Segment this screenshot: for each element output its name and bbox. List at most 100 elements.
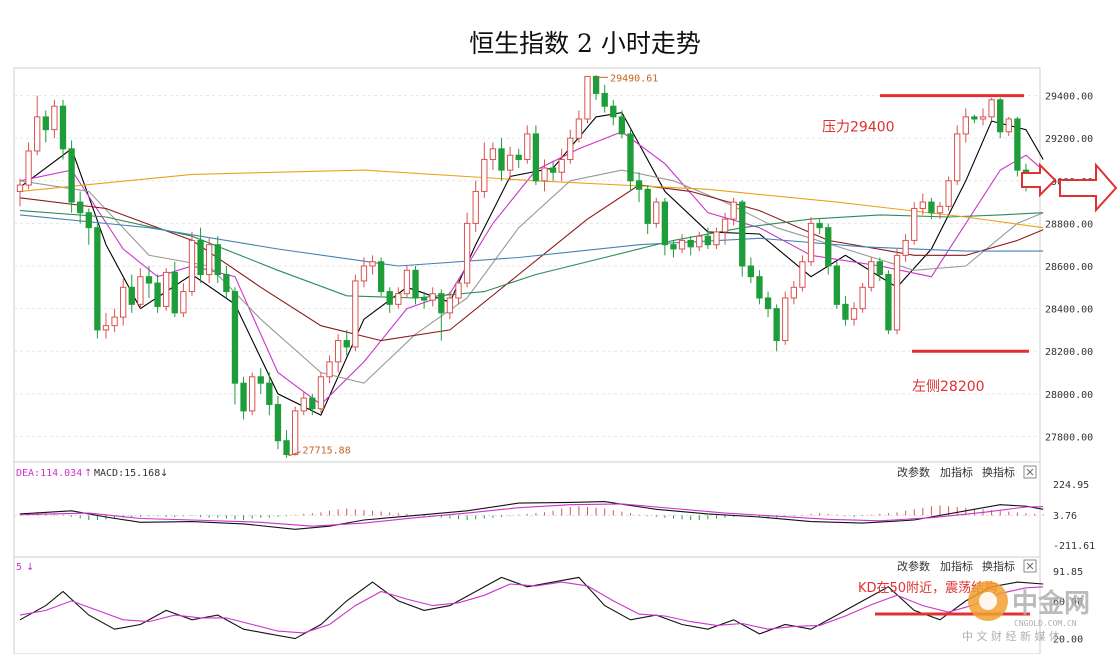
candle-body [42, 116, 49, 131]
candle-body [618, 116, 626, 135]
candle [326, 355, 333, 384]
candle [1005, 116, 1012, 137]
candle [386, 287, 393, 313]
candle [885, 270, 892, 335]
candle [601, 84, 608, 113]
candle [180, 283, 187, 318]
candle [592, 75, 600, 100]
candle-body [833, 265, 841, 305]
candle [498, 138, 505, 181]
low-price-label: 27715.88 [303, 446, 351, 457]
candle [627, 129, 634, 192]
macd-down-arrow-icon: ↓ [160, 468, 168, 479]
chart-title: 恒生指数 2 小时走势 [469, 29, 701, 58]
candle [446, 291, 454, 320]
candle [902, 234, 909, 262]
candle-body [532, 133, 540, 182]
candle-body [34, 116, 41, 152]
candle [1014, 116, 1021, 177]
candle-body [59, 105, 67, 150]
candle-body [592, 75, 600, 94]
candle-body [223, 274, 230, 293]
candle [274, 395, 282, 450]
macd-dea-legend: DEA:114.034 [16, 468, 82, 479]
candle [137, 268, 144, 309]
panel-button-2[interactable]: 换指标 [982, 559, 1015, 573]
panel-button-1[interactable]: 加指标 [940, 465, 973, 479]
candle [635, 172, 643, 203]
candle-body [326, 361, 333, 378]
candle [532, 125, 540, 186]
candle [102, 312, 110, 339]
candle-body [420, 297, 428, 301]
close-icon-cross [1026, 468, 1034, 476]
candle [188, 231, 196, 296]
candle-body [274, 403, 282, 442]
panel-button-1[interactable]: 加指标 [940, 559, 973, 573]
candle-body [971, 116, 978, 120]
ma-line-6 [19, 169, 1044, 229]
candle-body [997, 99, 1004, 133]
candle-body [549, 167, 557, 173]
candle [248, 372, 256, 416]
panel-button-2[interactable]: 换指标 [982, 465, 1015, 479]
candle-body [360, 265, 368, 282]
candle [971, 114, 978, 124]
candle-body [429, 293, 436, 301]
candle [163, 268, 170, 311]
candle [369, 255, 376, 275]
candle [919, 193, 926, 215]
watermark-brand: 中金网 [1012, 588, 1090, 619]
kd-legend: 5 [16, 562, 22, 573]
candle-body [773, 308, 780, 342]
candle [859, 283, 866, 313]
candle-body [180, 291, 187, 314]
candle-body [524, 133, 531, 160]
candle [317, 372, 325, 413]
candle-body [51, 105, 58, 131]
candle [584, 75, 591, 124]
candle-body [188, 239, 196, 293]
candle-body [498, 148, 505, 171]
candle [687, 236, 694, 256]
candle [936, 202, 944, 220]
candle-body [111, 316, 118, 327]
candle [610, 99, 617, 126]
candle-body [412, 269, 419, 299]
candle-body [472, 190, 479, 224]
panel-button-0[interactable]: 改参数 [897, 559, 930, 573]
candle-body [653, 201, 660, 224]
candle-body [919, 201, 926, 209]
candle-body [790, 286, 798, 299]
macd-value-legend: MACD:15.168 [94, 468, 160, 479]
kd-tick-label: 20.00 [1053, 635, 1083, 646]
candle-body [627, 133, 634, 182]
candle [403, 266, 411, 298]
kd-tick-label: 91.85 [1053, 567, 1083, 578]
candle [412, 266, 419, 305]
candle-body [807, 222, 815, 263]
candle-body [455, 282, 462, 299]
candle-body [343, 340, 350, 348]
candle [291, 406, 299, 456]
ma-line-5 [19, 214, 1044, 267]
macd-dea-line [19, 503, 1044, 527]
candle-body [661, 201, 669, 246]
watermark-slogan: 中 文 财 经 新 媒 体 [962, 629, 1060, 643]
candle [782, 291, 789, 345]
candle-body [1005, 118, 1012, 133]
macd-up-arrow-icon: ↑ [84, 468, 92, 479]
candle-body [850, 308, 858, 320]
candle [850, 302, 858, 326]
candle [334, 334, 342, 373]
price-tick-label: 28200.00 [1045, 347, 1093, 358]
candle-body [868, 261, 875, 288]
candle-body [395, 293, 402, 305]
candle [979, 108, 987, 126]
candle-body [154, 282, 161, 307]
candle-body [317, 376, 325, 410]
panel-button-0[interactable]: 改参数 [897, 465, 930, 479]
candle [309, 393, 316, 416]
candle [893, 248, 901, 335]
candle [945, 176, 952, 211]
